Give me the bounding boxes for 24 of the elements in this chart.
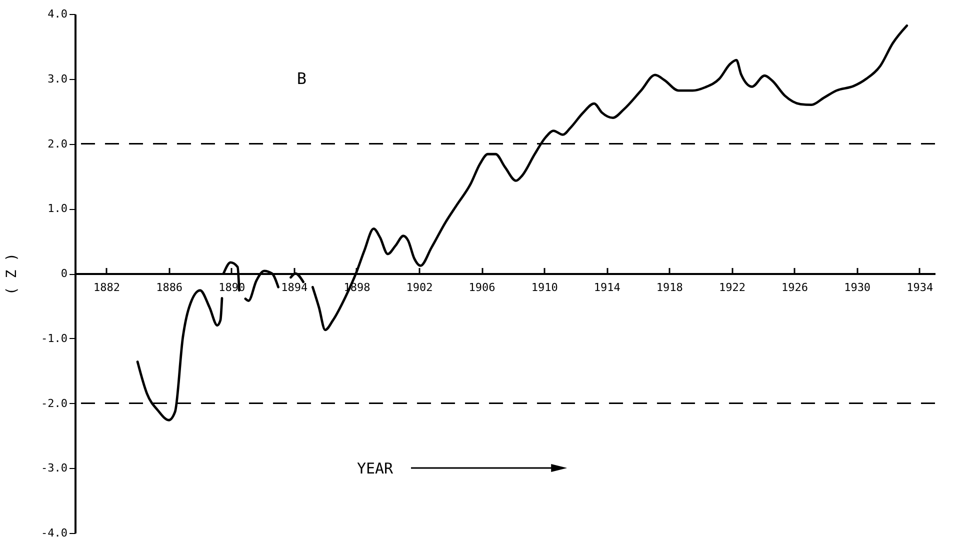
x-tick-label: 1922 bbox=[718, 281, 746, 294]
y-tick-label: 1.0 bbox=[48, 202, 68, 216]
y-axis-title: ( Z ) bbox=[4, 252, 20, 296]
x-tick-label: 1886 bbox=[156, 281, 183, 294]
x-tick-label: 1902 bbox=[406, 281, 433, 294]
x-tick-label: 1914 bbox=[594, 281, 621, 294]
y-tick-label: 4.0 bbox=[48, 8, 68, 20]
y-tick-label: -1.0 bbox=[41, 332, 68, 345]
x-tick-label: 1894 bbox=[281, 281, 308, 294]
annotation: B bbox=[296, 68, 307, 88]
y-tick-label: 3.0 bbox=[48, 72, 68, 86]
x-axis-title: YEAR bbox=[356, 460, 394, 478]
x-tick-label: 1906 bbox=[468, 281, 496, 294]
y-tick-label: -3.0 bbox=[41, 462, 68, 475]
y-tick-label: 2.0 bbox=[48, 137, 68, 150]
x-tick-label: 1918 bbox=[656, 281, 683, 294]
y-tick-label: 0 bbox=[60, 267, 68, 280]
x-tick-label: 1930 bbox=[844, 281, 871, 294]
x-tick-label: 1926 bbox=[782, 281, 808, 294]
y-tick-label: -4.0 bbox=[41, 526, 68, 540]
x-tick-label: 1910 bbox=[531, 281, 558, 294]
y-tick-label: -2.0 bbox=[41, 396, 68, 410]
x-tick-label: 1882 bbox=[94, 281, 120, 294]
x-tick-label: 1934 bbox=[906, 281, 934, 294]
